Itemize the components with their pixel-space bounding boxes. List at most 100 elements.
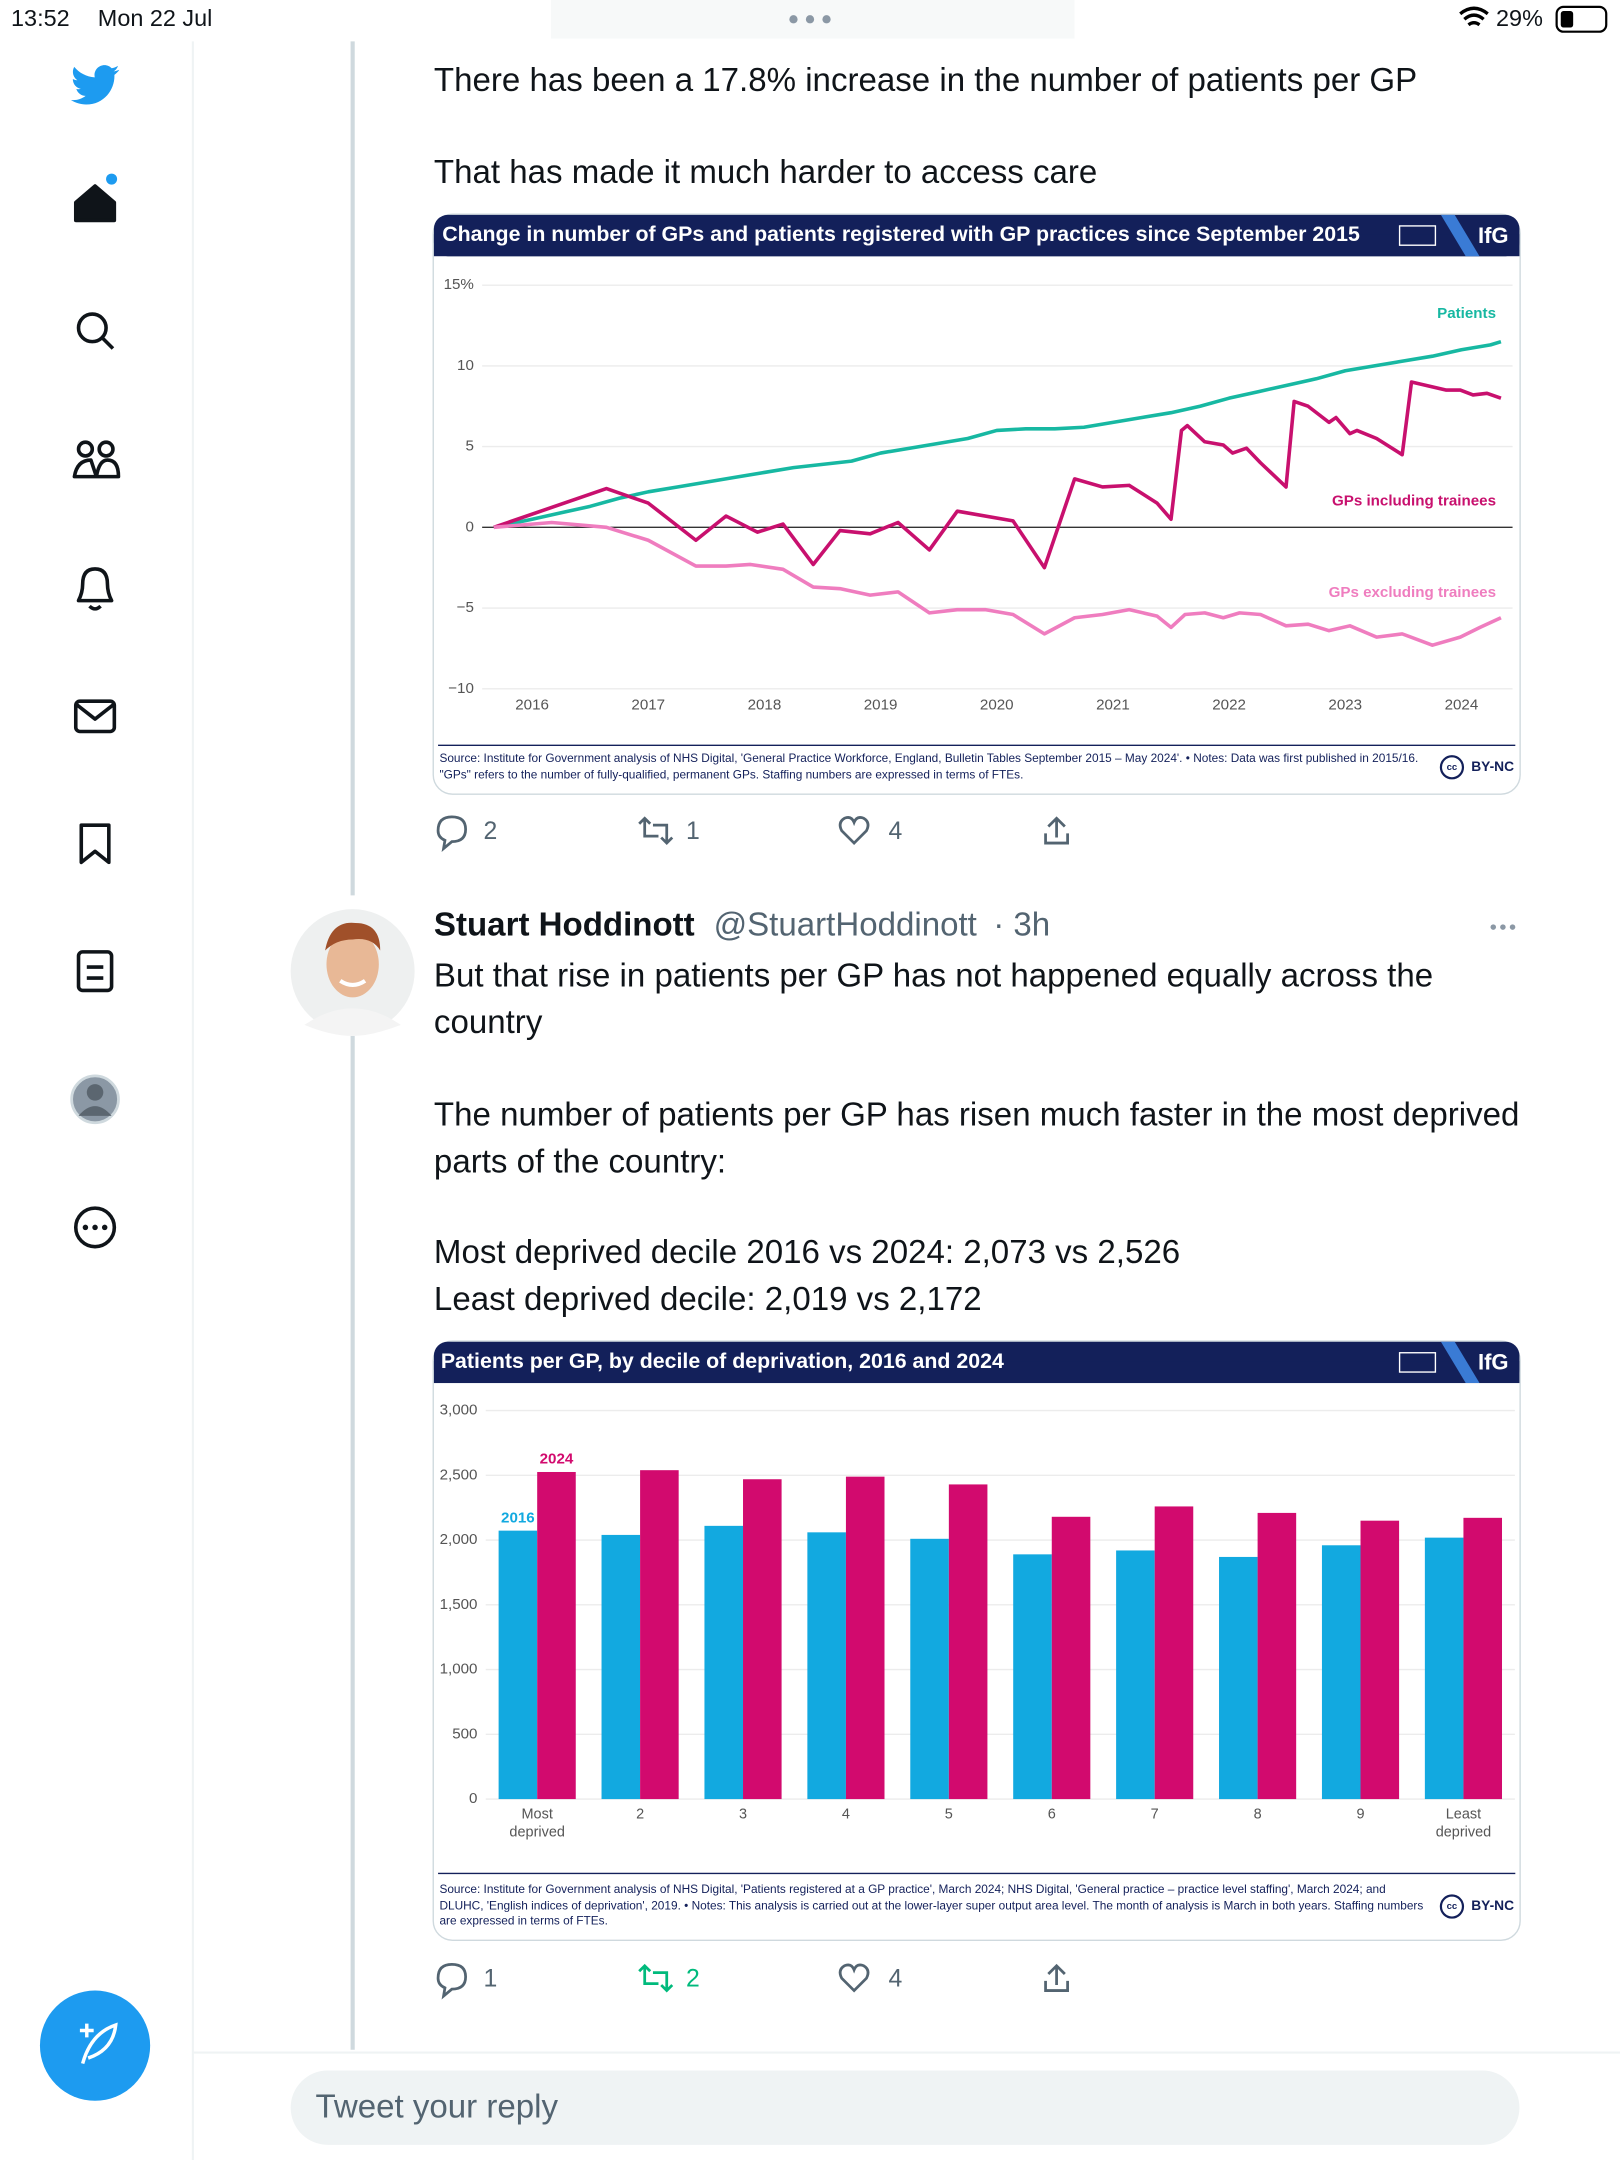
- x-tick-label: 2022: [1212, 696, 1246, 713]
- x-tick-label: 3: [738, 1805, 748, 1823]
- license: BY-NC: [1471, 1898, 1514, 1913]
- bar: [948, 1484, 988, 1800]
- line-series: [493, 380, 1502, 570]
- x-tick-label: Least deprived: [1435, 1805, 1492, 1841]
- media-card[interactable]: [432, 213, 1521, 795]
- avatar[interactable]: [290, 909, 415, 1036]
- y-tick-label: −5: [457, 599, 474, 616]
- tweet-text: The number of patients per GP has risen …: [433, 1096, 1520, 1181]
- bar: [1321, 1545, 1361, 1800]
- cc-mark: cc: [1447, 1901, 1458, 1912]
- reply-placeholder[interactable]: Tweet your reply: [315, 2088, 559, 2126]
- multitask-dot: [822, 15, 831, 24]
- communities-icon[interactable]: [72, 440, 121, 479]
- reply-icon[interactable]: [436, 815, 467, 853]
- bar: [704, 1525, 744, 1800]
- y-tick-label: 0: [465, 518, 473, 535]
- y-tick-label: −10: [448, 680, 474, 697]
- reply-count: 2: [483, 816, 498, 845]
- x-tick-label: 2019: [864, 696, 898, 713]
- x-tick-label: 4: [841, 1805, 850, 1823]
- x-tick-label: 7: [1150, 1805, 1159, 1823]
- logo-mark: [1398, 214, 1480, 1384]
- share-icon[interactable]: [1044, 816, 1069, 845]
- bar: [640, 1470, 679, 1800]
- x-tick-label: 6: [1047, 1805, 1056, 1823]
- notifications-icon[interactable]: [76, 567, 114, 611]
- messages-icon[interactable]: [73, 699, 117, 734]
- y-tick-label: 2,500: [440, 1466, 478, 1483]
- bar: [498, 1530, 538, 1800]
- retweet-icon[interactable]: [638, 816, 674, 846]
- retweet-icon[interactable]: [638, 1963, 674, 1993]
- more-dot: [92, 1224, 98, 1231]
- line-series: [493, 520, 1502, 647]
- tweet-text: Most deprived decile 2016 vs 2024: 2,073…: [433, 1234, 1181, 1319]
- tweet-time: · 3h: [993, 906, 1051, 944]
- like-count: 4: [888, 816, 903, 845]
- messages-icon-flap: [74, 702, 116, 721]
- x-tick-label: 2018: [748, 696, 782, 713]
- wifi-icon: [1459, 6, 1489, 27]
- chart-title: Patients per GP, by decile of deprivatio…: [441, 1349, 1004, 1373]
- home-icon[interactable]: [73, 184, 117, 223]
- x-tick-label: 2020: [980, 696, 1014, 713]
- bar: [1360, 1520, 1400, 1800]
- bar: [845, 1476, 885, 1800]
- y-tick-label: 1,500: [440, 1596, 478, 1613]
- like-count: 4: [888, 1964, 903, 1992]
- y-tick-label: 2,000: [440, 1531, 478, 1548]
- bar: [1463, 1517, 1503, 1800]
- x-tick-label: 2: [636, 1805, 645, 1823]
- more-dot: [82, 1224, 89, 1231]
- reply-icon[interactable]: [436, 1963, 467, 2000]
- author-handle[interactable]: @StuartHoddinott: [713, 906, 977, 944]
- reply-count: 1: [483, 1964, 498, 1992]
- like-icon[interactable]: [838, 1963, 870, 1993]
- notification-dot: [106, 173, 118, 185]
- logo[interactable]: [70, 65, 120, 105]
- reply-box[interactable]: [290, 2070, 1520, 2145]
- line-series: [493, 339, 1502, 530]
- author-name[interactable]: Stuart Hoddinott: [433, 906, 695, 944]
- bar: [1116, 1550, 1155, 1800]
- more-icon[interactable]: [73, 1206, 117, 1249]
- more-dot: [101, 1224, 108, 1231]
- y-tick-label: 15%: [444, 276, 474, 293]
- tweet-menu-dot[interactable]: [1500, 924, 1506, 930]
- series-label: GPs including trainees: [1332, 492, 1496, 509]
- chart-header: [433, 1361, 1520, 1384]
- series-label: Patients: [1437, 305, 1496, 322]
- y-tick-label: 3,000: [440, 1402, 478, 1419]
- share-icon[interactable]: [1044, 1963, 1069, 1992]
- battery-icon: [1555, 5, 1608, 33]
- bar: [601, 1534, 641, 1800]
- bar: [1424, 1537, 1464, 1800]
- bar: [1219, 1556, 1258, 1800]
- x-tick-label: 2024: [1445, 696, 1479, 713]
- y-tick-label: 500: [452, 1725, 477, 1742]
- y-tick-label: 10: [457, 357, 474, 374]
- tweet-menu-dot[interactable]: [1490, 924, 1497, 930]
- lists-icon[interactable]: [76, 950, 114, 993]
- cc-mark: cc: [1447, 762, 1458, 773]
- like-icon[interactable]: [838, 816, 870, 846]
- profile-icon[interactable]: [70, 1074, 120, 1125]
- tweet-menu-dot[interactable]: [1509, 924, 1516, 930]
- retweet-count: 1: [686, 816, 700, 845]
- x-tick-label: 9: [1356, 1805, 1365, 1823]
- series-label: GPs excluding trainees: [1329, 584, 1496, 601]
- bar: [743, 1479, 782, 1800]
- series-label: 2024: [540, 1451, 574, 1468]
- bar: [1257, 1512, 1297, 1800]
- publisher: IfG: [1478, 223, 1509, 248]
- search-icon-handle: [100, 336, 115, 350]
- bookmarks-icon[interactable]: [79, 823, 111, 865]
- y-tick-label: 1,000: [440, 1661, 478, 1678]
- compose-button[interactable]: [39, 1990, 151, 2101]
- bar: [1051, 1516, 1091, 1800]
- search-icon[interactable]: [76, 312, 108, 344]
